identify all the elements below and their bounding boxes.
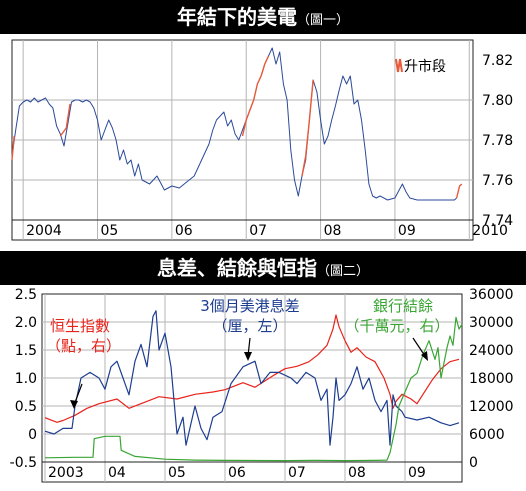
balance-annotation-arrow <box>412 337 426 357</box>
spread-annotation-label: 3個月美港息差 <box>200 297 300 315</box>
spread-annotation-unit: （厘，左） <box>212 317 287 335</box>
top-y-tick-label: 7.78 <box>482 133 513 149</box>
bottom-x-tick-label: 09 <box>408 465 426 481</box>
bottom-x-tick-label: 05 <box>168 465 186 481</box>
bottom-y-left-tick-label: 0 <box>28 427 37 443</box>
bottom-y-left-tick-label: 1.0 <box>15 371 37 387</box>
bottom-y-left-tick-label: 0.5 <box>15 399 37 415</box>
top-rising-segment <box>11 135 15 161</box>
top-x-tick-label: 2010 <box>472 223 508 239</box>
balance-annotation-unit: （千萬元，右） <box>344 317 449 335</box>
top-y-tick-label: 7.74 <box>482 213 513 229</box>
top-x-tick-label: 2004 <box>26 223 62 239</box>
top-chart-banner: 年結下的美電（圖一） <box>0 0 526 34</box>
balance-annotation-label: 銀行結餘 <box>373 297 433 315</box>
top-rising-segment <box>241 55 270 137</box>
top-x-tick-label: 06 <box>175 223 193 239</box>
bottom-x-tick-label: 08 <box>348 465 366 481</box>
top-rising-segment <box>301 79 314 177</box>
bottom-y-right-tick-label: 18000 <box>469 371 514 387</box>
bottom-y-right-tick-label: 30000 <box>469 315 514 331</box>
bottom-y-left-tick-label: 2.0 <box>15 315 37 331</box>
top-y-tick-label: 7.80 <box>482 93 513 109</box>
bottom-y-right-tick-label: 0 <box>469 455 478 471</box>
bottom-chart-banner: 息差、結餘與恒指（圖二） <box>0 251 526 285</box>
bottom-series-line <box>44 310 460 446</box>
spread-arrow-head <box>244 352 252 361</box>
bottom-chart-title: 息差、結餘與恒指 <box>156 256 317 280</box>
bottom-chart-subtitle: （圖二） <box>316 264 369 279</box>
top-chart-title: 年結下的美電 <box>176 5 297 29</box>
bottom-x-tick-label: 06 <box>228 465 246 481</box>
bottom-plot-frame <box>41 293 463 483</box>
bottom-x-tick-label: 2003 <box>48 465 84 481</box>
bottom-y-right-tick-label: 12000 <box>469 399 514 415</box>
bottom-x-tick-label: 04 <box>108 465 126 481</box>
top-legend-swatch <box>395 58 403 73</box>
top-x-tick-label: 07 <box>249 223 267 239</box>
top-rising-segment <box>455 183 463 199</box>
bottom-y-right-tick-label: 36000 <box>469 287 514 303</box>
top-x-tick-label: 05 <box>101 223 119 239</box>
hsi-arrow-head <box>70 400 78 409</box>
top-y-tick-label: 7.82 <box>482 53 513 69</box>
top-rising-segment <box>59 103 71 137</box>
bottom-y-left-tick-label: -0.5 <box>10 455 37 471</box>
bottom-y-left-tick-label: 1.5 <box>15 343 37 359</box>
bottom-y-right-tick-label: 6000 <box>469 427 505 443</box>
bottom-x-tick-label: 07 <box>288 465 306 481</box>
balance-arrow-head <box>421 351 428 361</box>
bottom-series-line <box>44 316 463 462</box>
top-series-line <box>11 47 457 201</box>
top-y-tick-label: 7.76 <box>482 173 513 189</box>
bottom-y-right-tick-label: 24000 <box>469 343 514 359</box>
top-x-tick-label: 09 <box>398 223 416 239</box>
top-legend-label: 升市段 <box>404 58 446 75</box>
hsi-annotation-unit: （點，右） <box>46 337 121 355</box>
top-x-tick-label: 08 <box>324 223 342 239</box>
top-chart-subtitle: （圖一） <box>296 13 349 28</box>
hsi-annotation-label: 恒生指數 <box>50 317 110 335</box>
bottom-y-left-tick-label: 2.5 <box>15 287 37 303</box>
